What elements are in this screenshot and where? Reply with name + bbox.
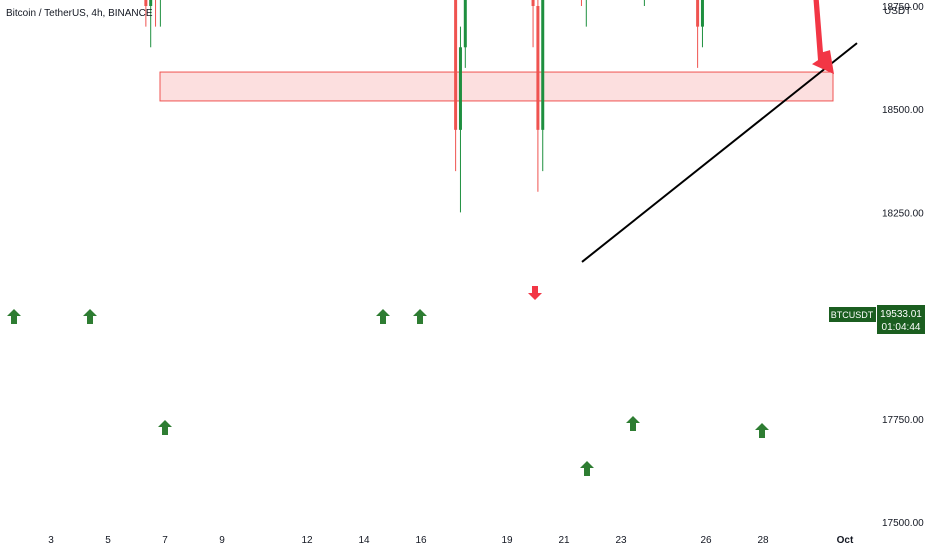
candle: [159, 0, 161, 27]
candle-body: [536, 6, 540, 130]
x-tick-label: 12: [301, 535, 313, 546]
candle: [643, 0, 645, 6]
up-arrow-icon: [7, 309, 21, 324]
candle: [463, 0, 467, 68]
candle-body: [149, 0, 153, 6]
candles-layer: [144, 0, 704, 213]
down-arrow-icon: [528, 286, 542, 300]
candle: [149, 0, 153, 48]
candle: [536, 0, 540, 192]
y-tick-label: 17750.00: [882, 415, 924, 426]
x-tick-label: 7: [162, 535, 168, 546]
up-arrow-icon: [83, 309, 97, 324]
candle: [580, 0, 582, 6]
y-tick-label: 18750.00: [882, 2, 924, 13]
candle: [585, 0, 587, 27]
candle: [454, 0, 458, 172]
price-text: 19533.01: [880, 309, 922, 320]
candle-body: [144, 0, 148, 6]
up-arrow-icon: [158, 420, 172, 435]
y-tick-label: 17500.00: [882, 518, 924, 529]
up-arrow-icon: [376, 309, 390, 324]
candle: [155, 0, 157, 27]
up-arrow-icon: [413, 309, 427, 324]
x-tick-label: 5: [105, 535, 111, 546]
current-price-label: BTCUSDT 19533.01 01:04:44: [829, 305, 925, 334]
x-tick-label: 26: [700, 535, 712, 546]
candle: [700, 0, 704, 48]
candle: [144, 0, 148, 27]
candle-body: [700, 0, 704, 27]
y-axis[interactable]: 22250.0022000.0021750.0021500.0021250.00…: [882, 0, 924, 529]
x-tick-label: Oct: [837, 535, 854, 546]
currency-label: USDT: [884, 6, 911, 17]
up-arrow-icon: [580, 461, 594, 476]
candle-body: [696, 0, 700, 27]
zones-layer: [159, 71, 834, 102]
x-tick-label: 3: [48, 535, 54, 546]
x-tick-label: 21: [558, 535, 570, 546]
countdown-text: 01:04:44: [882, 322, 921, 333]
x-tick-label: 14: [358, 535, 370, 546]
y-tick-label: 18500.00: [882, 105, 924, 116]
chart-title: Bitcoin / TetherUS, 4h, BINANCE: [6, 8, 153, 19]
symbol-text: BTCUSDT: [831, 310, 874, 320]
sr-zone: [159, 71, 834, 102]
x-tick-label: 9: [219, 535, 225, 546]
candle-body: [458, 47, 462, 130]
candle-body: [454, 0, 458, 130]
candle: [531, 0, 535, 48]
annotations-layer: [7, 0, 858, 476]
candle-body: [463, 0, 467, 48]
x-tick-label: 16: [415, 535, 427, 546]
candle: [541, 0, 545, 172]
up-arrow-icon: [626, 416, 640, 431]
y-tick-label: 18250.00: [882, 208, 924, 219]
candle-body: [541, 0, 545, 130]
candle-body: [531, 0, 535, 6]
candle: [458, 26, 462, 213]
x-tick-label: 28: [757, 535, 769, 546]
up-arrow-icon: [755, 423, 769, 438]
symbol-tag: [829, 307, 876, 322]
x-axis[interactable]: 3 5 7 9 12 14 16 19 21 23 26 28 Oct: [48, 535, 854, 546]
candle: [696, 0, 700, 68]
price-tag: [877, 305, 925, 334]
x-tick-label: 23: [615, 535, 627, 546]
x-tick-label: 19: [501, 535, 513, 546]
projection-arrow-icon: [812, 0, 834, 75]
trendline: [581, 42, 858, 263]
